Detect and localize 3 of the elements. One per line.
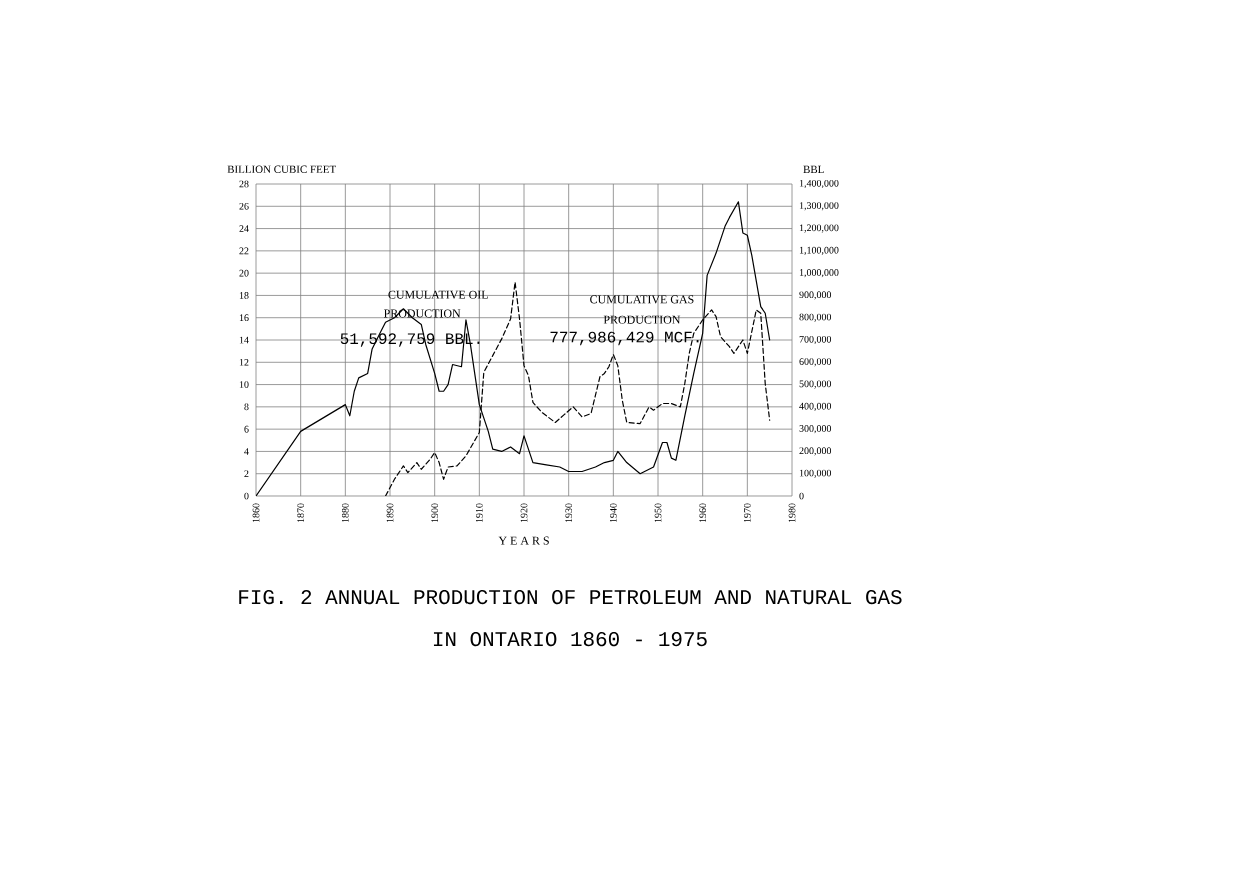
line-series xyxy=(256,201,771,496)
text: IN ONTARIO 1860 - 1975 xyxy=(433,632,707,647)
text: FIG. 2 ANNUAL PRODUCTION OF PETROLEUM AND NATURAL GAS xyxy=(239,590,902,605)
